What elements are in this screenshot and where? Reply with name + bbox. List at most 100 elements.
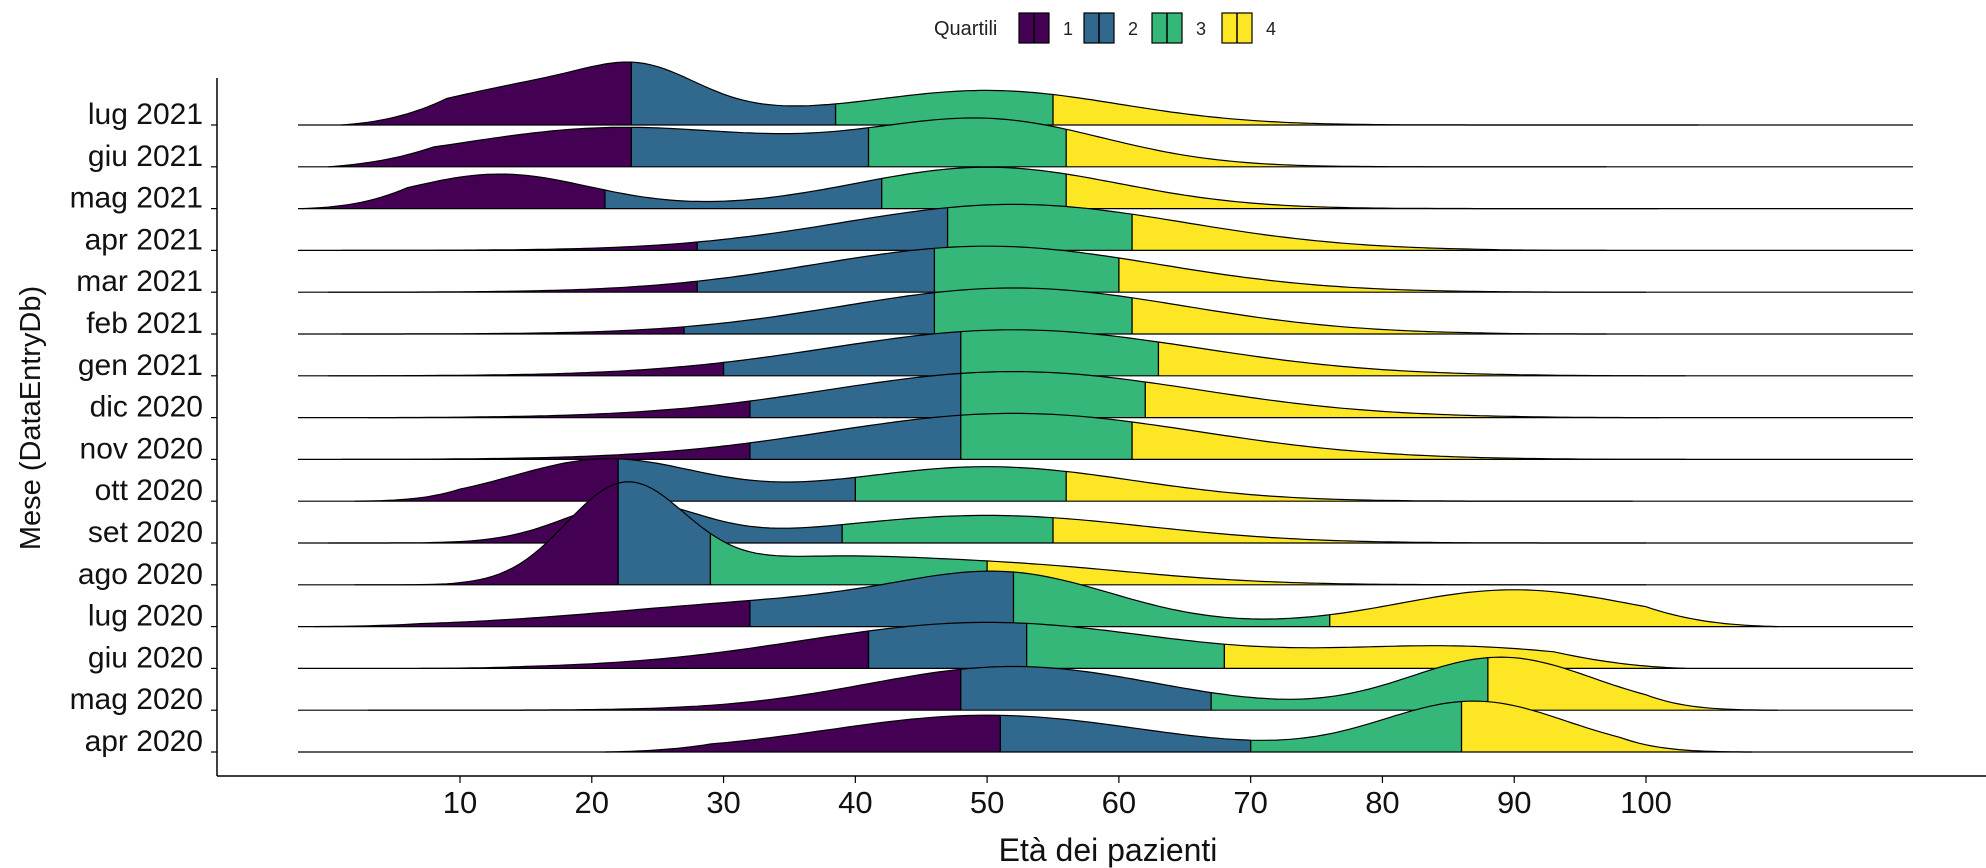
quartile-4-area <box>1145 382 1660 418</box>
ridge-ott-2020 <box>298 458 1913 502</box>
y-tick-label: apr 2021 <box>85 223 203 256</box>
quartile-2-area <box>631 127 869 167</box>
quartile-1-area <box>354 458 619 502</box>
legend-keys: 1 2 3 4 <box>1018 12 1276 44</box>
x-tick-label: 40 <box>838 785 872 820</box>
x-tick-label: 30 <box>706 785 740 820</box>
quartile-2-area <box>749 415 961 460</box>
ridge-giu-2021 <box>298 117 1913 168</box>
x-tick-label: 70 <box>1233 785 1267 820</box>
quartile-2-area <box>723 331 961 376</box>
y-tick-label: ott 2020 <box>95 474 203 507</box>
y-tick-label: nov 2020 <box>80 432 203 465</box>
quartile-2-area <box>960 666 1212 711</box>
quartile-2-area <box>684 292 935 334</box>
y-tick-label: dic 2020 <box>90 391 203 424</box>
quartile-4-area <box>1132 422 1686 460</box>
density-outline <box>314 570 1778 628</box>
legend: Quartili 1 2 3 4 <box>934 12 1276 44</box>
ridge-giu-2020 <box>298 621 1913 670</box>
y-tick-label: feb 2021 <box>86 307 203 340</box>
density-outline <box>367 656 1778 711</box>
ridges <box>298 61 1913 753</box>
quartile-2-area <box>605 178 882 209</box>
quartile-3-area <box>934 288 1133 334</box>
density-outline <box>328 329 1686 377</box>
ridge-mar-2021 <box>298 245 1913 293</box>
quartile-1-area <box>341 62 632 125</box>
quartile-3-area <box>934 246 1119 293</box>
quartile-4-area <box>1329 589 1778 627</box>
x-tick-label: 10 <box>443 785 477 820</box>
y-tick-label: set 2020 <box>88 516 203 549</box>
y-axis-title: Mese (DataEntryDb) <box>15 286 47 550</box>
ridge-gen-2021 <box>298 329 1913 377</box>
quartile-3-area <box>710 533 988 585</box>
x-tick-label: 80 <box>1365 785 1399 820</box>
ridge-apr-2021 <box>298 203 1913 251</box>
y-tick-label: mar 2021 <box>76 265 203 298</box>
quartile-4-area <box>1224 644 1686 669</box>
y-tick-label: giu 2020 <box>88 641 203 674</box>
density-outline <box>420 621 1686 669</box>
legend-label-1: 1 <box>1063 19 1073 39</box>
y-tick-label: lug 2020 <box>88 600 203 633</box>
ridge-feb-2021 <box>298 287 1913 335</box>
density-outline <box>604 700 1752 753</box>
density-outline <box>367 371 1660 419</box>
quartile-2-area <box>697 207 948 251</box>
quartile-4-area <box>1158 342 1686 376</box>
ridge-apr-2020 <box>298 700 1913 753</box>
legend-label-2: 2 <box>1128 19 1138 39</box>
x-axis-title: Età dei pazienti <box>999 832 1218 868</box>
ridge-dic-2020 <box>298 371 1913 419</box>
quartile-3-area <box>1013 572 1330 627</box>
quartile-3-area <box>960 413 1133 460</box>
density-outline <box>341 287 1607 335</box>
quartile-2-area <box>618 481 711 585</box>
ridge-nov-2020 <box>298 412 1913 460</box>
quartile-1-area <box>367 669 961 711</box>
quartile-4-area <box>1132 214 1607 251</box>
ridge-mag-2020 <box>298 656 1913 711</box>
y-tick-label: apr 2020 <box>85 725 203 758</box>
axes: lug 2021 giu 2021 mag 2021 apr 2021 mar 2021… <box>15 78 1986 868</box>
quartile-1-area <box>420 631 869 669</box>
quartile-4-area <box>1118 258 1646 293</box>
quartile-3-area <box>1211 657 1488 711</box>
y-tick-label: giu 2021 <box>88 140 203 173</box>
ridge-mag-2021 <box>298 166 1913 210</box>
quartile-3-area <box>1026 623 1225 669</box>
ridge-ago-2020 <box>298 481 1913 586</box>
density-outline <box>328 245 1646 293</box>
x-tick-label: 100 <box>1620 785 1672 820</box>
quartile-3-area <box>868 118 1067 167</box>
quartile-1-area <box>328 362 724 376</box>
ridge-lug-2021 <box>298 61 1913 126</box>
quartile-1-area <box>341 242 698 251</box>
quartile-4-area <box>1461 701 1752 752</box>
quartile-4-area <box>1066 129 1607 167</box>
quartile-2-area <box>697 248 935 293</box>
legend-title: Quartili <box>934 18 997 40</box>
quartile-3-area <box>855 466 1067 502</box>
density-outline <box>341 412 1686 460</box>
ridge-set-2020 <box>298 501 1913 544</box>
y-tick-label: mag 2020 <box>70 683 203 716</box>
y-tick-labels: lug 2021 giu 2021 mag 2021 apr 2021 mar 2021… <box>70 98 217 758</box>
quartile-1-area <box>367 401 750 418</box>
quartile-3-area <box>835 90 1053 125</box>
legend-label-3: 3 <box>1196 19 1206 39</box>
quartile-3-area <box>842 515 1053 543</box>
quartile-1-area <box>354 483 619 585</box>
quartile-1-area <box>328 281 698 293</box>
quartile-1-area <box>328 127 632 167</box>
quartile-2-area <box>749 373 961 418</box>
ridge-lug-2020 <box>298 570 1913 628</box>
y-tick-label: ago 2020 <box>78 558 203 591</box>
y-tick-label: lug 2021 <box>88 98 203 131</box>
quartile-4-area <box>1053 94 1699 125</box>
quartile-3-area <box>1250 701 1462 752</box>
quartile-1-area <box>315 600 750 627</box>
